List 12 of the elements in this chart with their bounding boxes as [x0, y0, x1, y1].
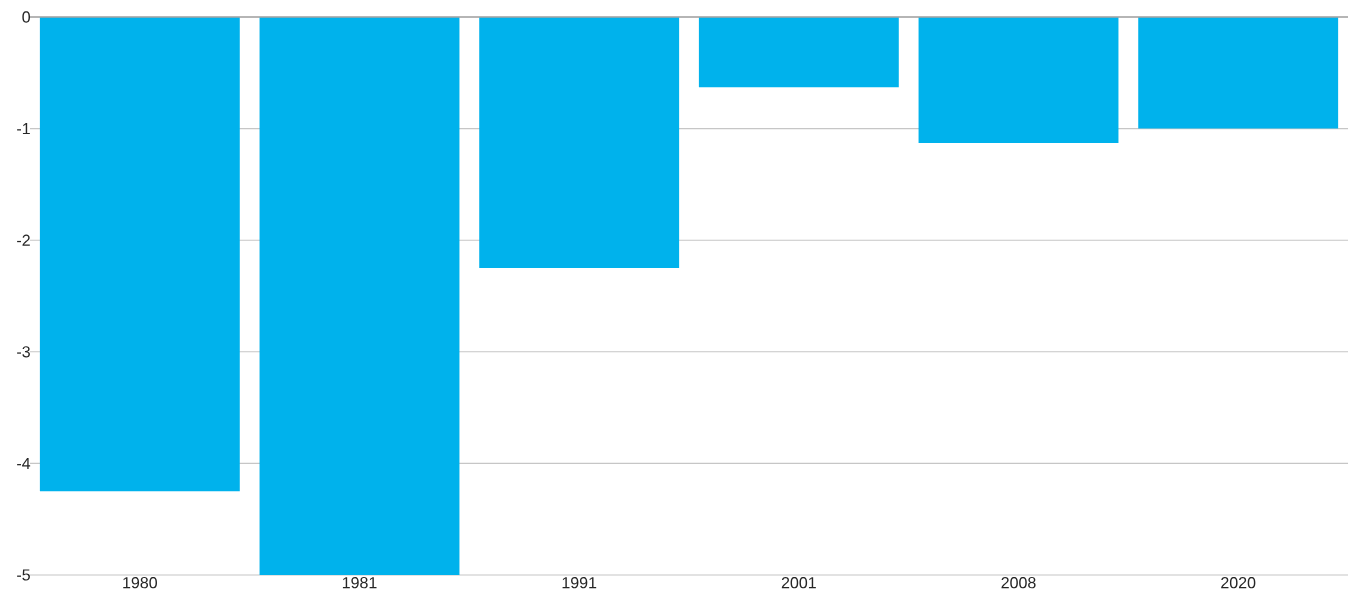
x-tick-label: 1980	[123, 577, 158, 589]
y-tick-label: -4	[17, 457, 31, 469]
y-tick-label: 0	[22, 11, 30, 23]
x-tick-label: 2008	[1001, 577, 1036, 589]
x-tick-label: 2020	[1221, 577, 1256, 589]
y-tick-label: -5	[17, 569, 30, 581]
y-tick-label: -1	[17, 123, 30, 135]
x-tick-label: 2001	[781, 577, 816, 589]
x-tick-label: 1981	[342, 577, 377, 589]
x-tick-label: 1991	[562, 577, 597, 589]
y-tick-label: -3	[17, 346, 30, 358]
y-tick-label: -2	[17, 234, 30, 246]
